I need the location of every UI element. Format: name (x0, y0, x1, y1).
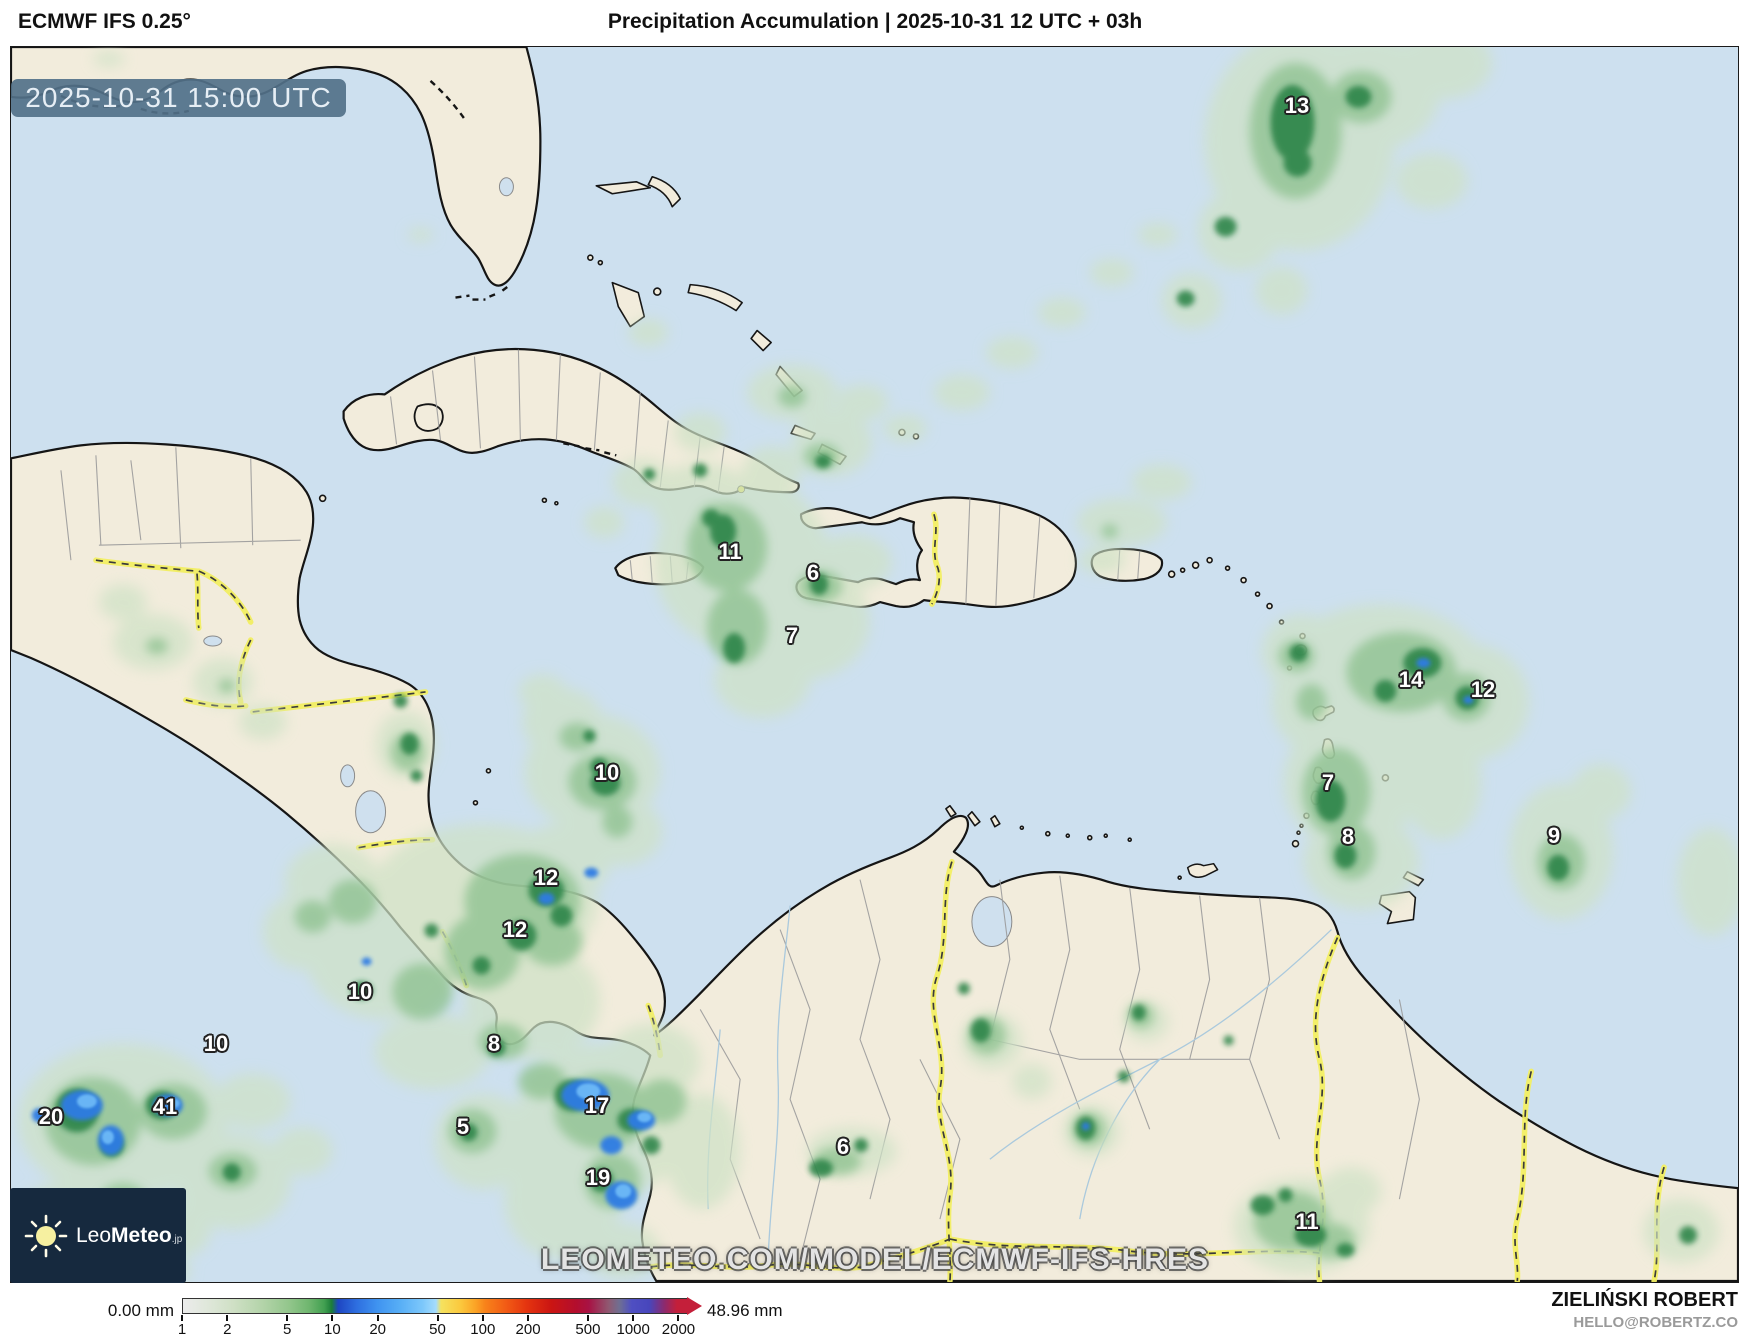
legend-tick (376, 1315, 379, 1321)
precip-value-label: 14 (1398, 667, 1424, 692)
timestamp-overlay: 2025-10-31 15:00 UTC (11, 79, 346, 117)
legend-tick-label: 2000 (661, 1321, 696, 1338)
legend-tick-label: 20 (369, 1321, 387, 1338)
legend-tick-label: 2 (223, 1321, 232, 1338)
precip-value-label: 20 (38, 1104, 64, 1129)
precip-value-label: 12 (502, 917, 528, 942)
legend-max-label: 48.96 mm (707, 1301, 783, 1320)
legend-colorbar (182, 1298, 688, 1314)
watermark: LEOMETEO.COM/MODEL/ECMWF-IFS-HRES (541, 1243, 1209, 1276)
precip-value-label: 8 (1341, 824, 1355, 849)
model-label: ECMWF IFS 0.25° (18, 10, 191, 33)
legend-tick (286, 1315, 289, 1321)
precip-value-label: 8 (487, 1031, 501, 1056)
leometeo-logo: LeoMeteo.jp (10, 1188, 186, 1283)
sun-icon (24, 1214, 68, 1257)
legend-tick (586, 1315, 589, 1321)
author-credit: ZIELIŃSKI ROBERT (1551, 1289, 1738, 1311)
precip-blue-highlights (76, 1083, 652, 1199)
precip-value-label: 12 (1470, 677, 1496, 702)
lakes (203, 177, 1013, 948)
page-title: Precipitation Accumulation | 2025-10-31 … (607, 10, 1143, 33)
precip-value-label: 11 (1295, 1209, 1319, 1234)
author-email: HELLO@ROBERTZ.CO (1573, 1314, 1738, 1331)
precip-value-label: 10 (347, 979, 373, 1004)
legend-tick-label: 500 (575, 1321, 601, 1338)
legend-tick (436, 1315, 439, 1321)
small-islands (318, 175, 1390, 880)
admin-borders (60, 349, 1420, 1260)
legend-tick (226, 1315, 229, 1321)
precip-value-label: 11 (718, 539, 742, 564)
legend-tick (181, 1315, 183, 1321)
legend-tick (481, 1315, 484, 1321)
precip-value-label: 13 (1284, 93, 1310, 118)
precip-value-label: 19 (585, 1165, 611, 1190)
map-svg (11, 47, 1738, 1282)
legend-tick (331, 1315, 334, 1321)
legend-min-label: 0.00 mm (107, 1301, 174, 1320)
precip-value-label: 10 (203, 1031, 229, 1056)
legend-tick (527, 1315, 530, 1321)
legend-tick (632, 1315, 635, 1321)
precip-value-label: 10 (594, 760, 620, 785)
legend-tick (677, 1315, 680, 1321)
map-canvas[interactable] (10, 46, 1739, 1283)
legend-tick-label: 50 (429, 1321, 446, 1338)
precip-value-label: 6 (806, 560, 820, 585)
timestamp-text: 2025-10-31 15:00 UTC (25, 82, 332, 113)
precip-value-label: 17 (584, 1093, 610, 1118)
precip-value-label: 12 (533, 865, 559, 890)
legend-arrow (687, 1297, 702, 1315)
legend-tick-label: 10 (324, 1321, 341, 1338)
precip-value-label: 9 (1547, 823, 1561, 848)
legend-tick-label: 1 (177, 1321, 187, 1338)
legend-tick-label: 100 (470, 1321, 496, 1338)
precip-value-label: 7 (785, 623, 799, 648)
precip-value-label: 6 (836, 1134, 850, 1159)
precip-value-label: 7 (1321, 770, 1335, 795)
legend-tick-label: 1000 (616, 1321, 650, 1338)
precip-value-label: 41 (152, 1094, 178, 1119)
logo-wordmark: LeoMeteo.jp (76, 1223, 183, 1247)
legend-tick-label: 5 (282, 1321, 292, 1338)
precip-value-label: 5 (456, 1114, 470, 1139)
legend-tick-label: 200 (515, 1321, 541, 1338)
